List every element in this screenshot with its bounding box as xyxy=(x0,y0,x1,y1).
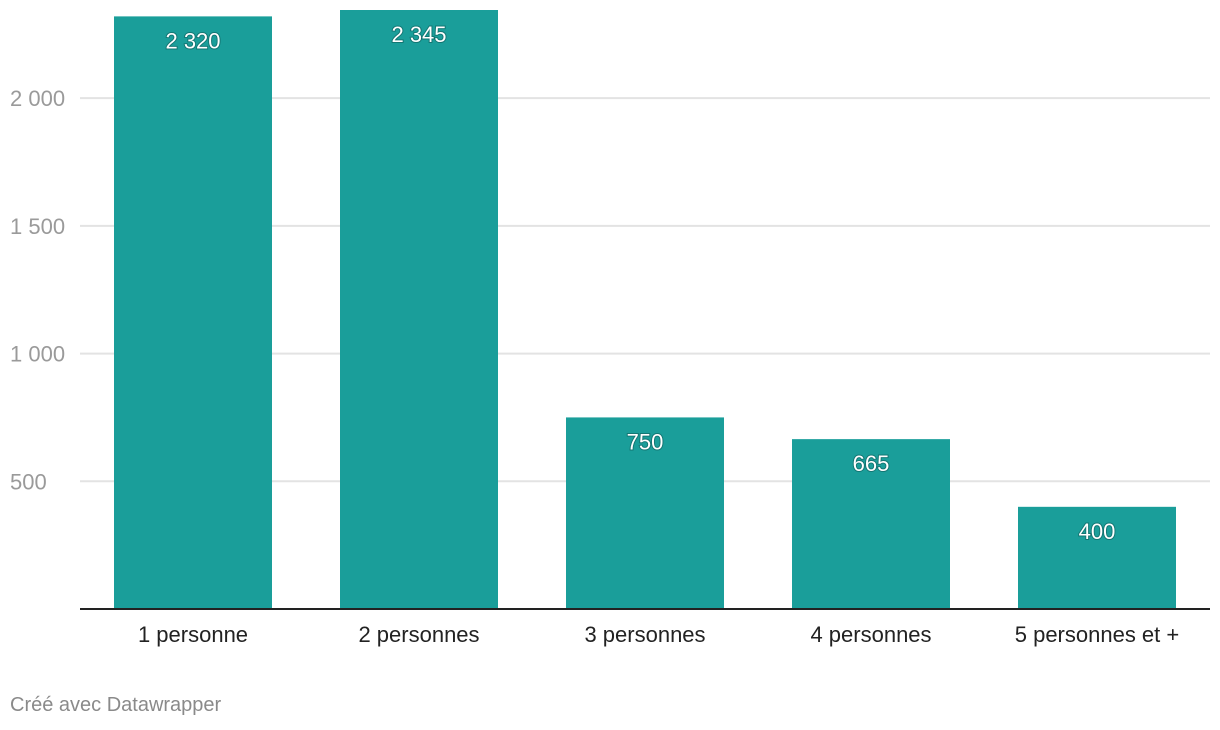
bar xyxy=(1018,506,1176,609)
category-label: 3 personnes xyxy=(584,622,705,647)
footer-credit[interactable]: Créé avec Datawrapper xyxy=(10,694,222,716)
bar-value-label: 750 xyxy=(627,429,664,454)
y-tick-label: 500 xyxy=(10,469,47,494)
bar xyxy=(566,417,724,609)
bar-value-label: 665 xyxy=(853,451,890,476)
category-label: 5 personnes et + xyxy=(1015,622,1180,647)
bar xyxy=(340,10,498,609)
category-label: 4 personnes xyxy=(810,622,931,647)
category-label: 2 personnes xyxy=(358,622,479,647)
bar-chart: 500 1 000 1 500 2 000 2 320 2 345 750 665 400 1… xyxy=(10,10,1210,647)
bar-value-label: 2 320 xyxy=(165,28,220,53)
x-axis-category-labels: 1 personne 2 personnes 3 personnes 4 person… xyxy=(138,622,1179,647)
bar-value-label: 400 xyxy=(1079,519,1116,544)
y-tick-label: 2 000 xyxy=(10,86,65,111)
y-tick-label: 1 000 xyxy=(10,342,65,367)
bar-value-label: 2 345 xyxy=(391,22,446,47)
bar xyxy=(114,16,272,610)
y-tick-label: 1 500 xyxy=(10,214,65,239)
y-axis-tick-labels: 500 1 000 1 500 2 000 xyxy=(10,86,65,494)
bars xyxy=(114,10,1176,610)
value-labels: 2 320 2 345 750 665 400 xyxy=(164,21,1116,545)
category-label: 1 personne xyxy=(138,622,248,647)
bar xyxy=(792,439,950,609)
